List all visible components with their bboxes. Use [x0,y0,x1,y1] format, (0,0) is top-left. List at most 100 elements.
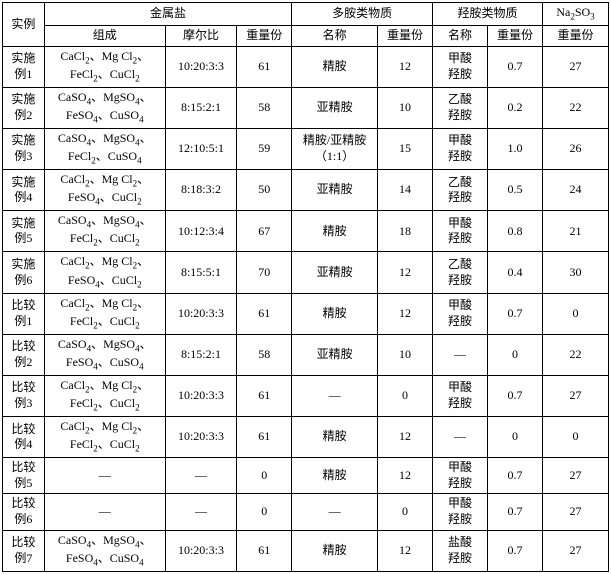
cell-w3: 1.0 [487,128,542,169]
cell-pname: 精胺 [292,293,378,334]
header-hname: 名称 [432,26,487,47]
cell-id: 实施例5 [3,211,45,252]
header-weight4: 重量份 [542,26,608,47]
cell-w3: 0.7 [487,494,542,530]
cell-id: 比较例4 [3,417,45,458]
cell-id: 实施例4 [3,170,45,211]
cell-ratio: 10:12:3:4 [165,211,236,252]
cell-w3: 0.4 [487,252,542,293]
cell-pname: 亚精胺 [292,170,378,211]
cell-hname: 甲酸羟胺 [432,128,487,169]
cell-id: 实施例2 [3,87,45,128]
cell-w1: 61 [237,46,292,87]
header-weight1: 重量份 [237,26,292,47]
cell-hname: — [432,417,487,458]
cell-hname: — [432,334,487,375]
cell-pname: 精胺 [292,211,378,252]
cell-w4: 0 [542,417,608,458]
cell-comp: CaSO4、MgSO4、FeCl2、CuSO4 [44,128,165,169]
table-row: 实施例1CaCl2、Mg Cl2、FeCl2、CuCl210:20:3:361精… [3,46,609,87]
cell-comp: CaSO4、MgSO4、FeCl2、CuCl2 [44,211,165,252]
cell-hname: 盐酸羟胺 [432,530,487,571]
cell-ratio: 10:20:3:3 [165,417,236,458]
cell-comp: — [44,494,165,530]
cell-w2: 10 [377,87,432,128]
table-row: 比较例7CaSO4、MgSO4、FeSO4、CuSO410:20:3:361精胺… [3,530,609,571]
cell-w1: 61 [237,375,292,416]
table-body: 实施例1CaCl2、Mg Cl2、FeCl2、CuCl210:20:3:361精… [3,46,609,571]
header-pname: 名称 [292,26,378,47]
cell-w1: 50 [237,170,292,211]
cell-ratio: 8:15:5:1 [165,252,236,293]
cell-ratio: 8:15:2:1 [165,87,236,128]
table-row: 比较例6——0—0甲酸羟胺0.727 [3,494,609,530]
cell-pname: 亚精胺 [292,252,378,293]
table-row: 比较例3CaCl2、Mg Cl2、FeCl2、CuCl210:20:3:361—… [3,375,609,416]
cell-w4: 24 [542,170,608,211]
cell-ratio: 10:20:3:3 [165,46,236,87]
cell-id: 实施例6 [3,252,45,293]
cell-id: 比较例2 [3,334,45,375]
cell-w2: 12 [377,458,432,494]
cell-hname: 甲酸羟胺 [432,375,487,416]
cell-w4: 22 [542,87,608,128]
cell-w1: 59 [237,128,292,169]
cell-w1: 61 [237,293,292,334]
cell-w1: 70 [237,252,292,293]
cell-pname: — [292,494,378,530]
cell-w4: 27 [542,530,608,571]
cell-pname: 精胺 [292,530,378,571]
cell-pname: 精胺/亚精胺（1:1） [292,128,378,169]
cell-pname: 亚精胺 [292,87,378,128]
cell-w4: 26 [542,128,608,169]
cell-ratio: 10:20:3:3 [165,293,236,334]
cell-w4: 27 [542,494,608,530]
cell-comp: CaSO4、MgSO4、FeSO4、CuSO4 [44,87,165,128]
cell-w3: 0 [487,334,542,375]
cell-hname: 乙酸羟胺 [432,170,487,211]
table-row: 实施例4CaCl2、Mg Cl2、FeSO4、CuCl28:18:3:250亚精… [3,170,609,211]
cell-w2: 12 [377,293,432,334]
cell-w4: 22 [542,334,608,375]
cell-w1: 61 [237,530,292,571]
cell-comp: CaCl2、Mg Cl2、FeCl2、CuCl2 [44,293,165,334]
cell-id: 实施例3 [3,128,45,169]
cell-w1: 0 [237,458,292,494]
cell-w4: 30 [542,252,608,293]
header-molar-ratio: 摩尔比 [165,26,236,47]
cell-w3: 0.7 [487,530,542,571]
table-row: 比较例1CaCl2、Mg Cl2、FeCl2、CuCl210:20:3:361精… [3,293,609,334]
table-row: 实施例5CaSO4、MgSO4、FeCl2、CuCl210:12:3:467精胺… [3,211,609,252]
cell-id: 比较例3 [3,375,45,416]
header-composition: 组成 [44,26,165,47]
cell-w4: 0 [542,293,608,334]
table-row: 实施例3CaSO4、MgSO4、FeCl2、CuSO412:10:5:159精胺… [3,128,609,169]
cell-pname: 精胺 [292,417,378,458]
table-row: 比较例2CaSO4、MgSO4、FeSO4、CuSO48:15:2:158亚精胺… [3,334,609,375]
cell-w3: 0.8 [487,211,542,252]
cell-pname: 精胺 [292,46,378,87]
cell-w3: 0.7 [487,46,542,87]
cell-comp: CaSO4、MgSO4、FeSO4、CuSO4 [44,334,165,375]
header-example: 实例 [3,3,45,47]
cell-w3: 0.7 [487,293,542,334]
cell-ratio: 12:10:5:1 [165,128,236,169]
header-hydroxylamine: 羟胺类物质 [432,3,542,26]
table-row: 实施例2CaSO4、MgSO4、FeSO4、CuSO48:15:2:158亚精胺… [3,87,609,128]
data-table: 实例 金属盐 多胺类物质 羟胺类物质 Na2SO3 组成 摩尔比 重量份 名称 … [2,2,609,572]
cell-comp: — [44,458,165,494]
header-metal-salt: 金属盐 [44,3,291,26]
cell-w4: 27 [542,458,608,494]
cell-comp: CaCl2、Mg Cl2、FeSO4、CuCl2 [44,170,165,211]
cell-w2: 12 [377,530,432,571]
cell-w3: 0.5 [487,170,542,211]
cell-w3: 0 [487,417,542,458]
cell-ratio: 8:15:2:1 [165,334,236,375]
cell-id: 比较例6 [3,494,45,530]
cell-w1: 0 [237,494,292,530]
cell-hname: 甲酸羟胺 [432,46,487,87]
cell-w1: 67 [237,211,292,252]
cell-comp: CaSO4、MgSO4、FeSO4、CuSO4 [44,530,165,571]
cell-w3: 0.7 [487,375,542,416]
cell-pname: 精胺 [292,458,378,494]
